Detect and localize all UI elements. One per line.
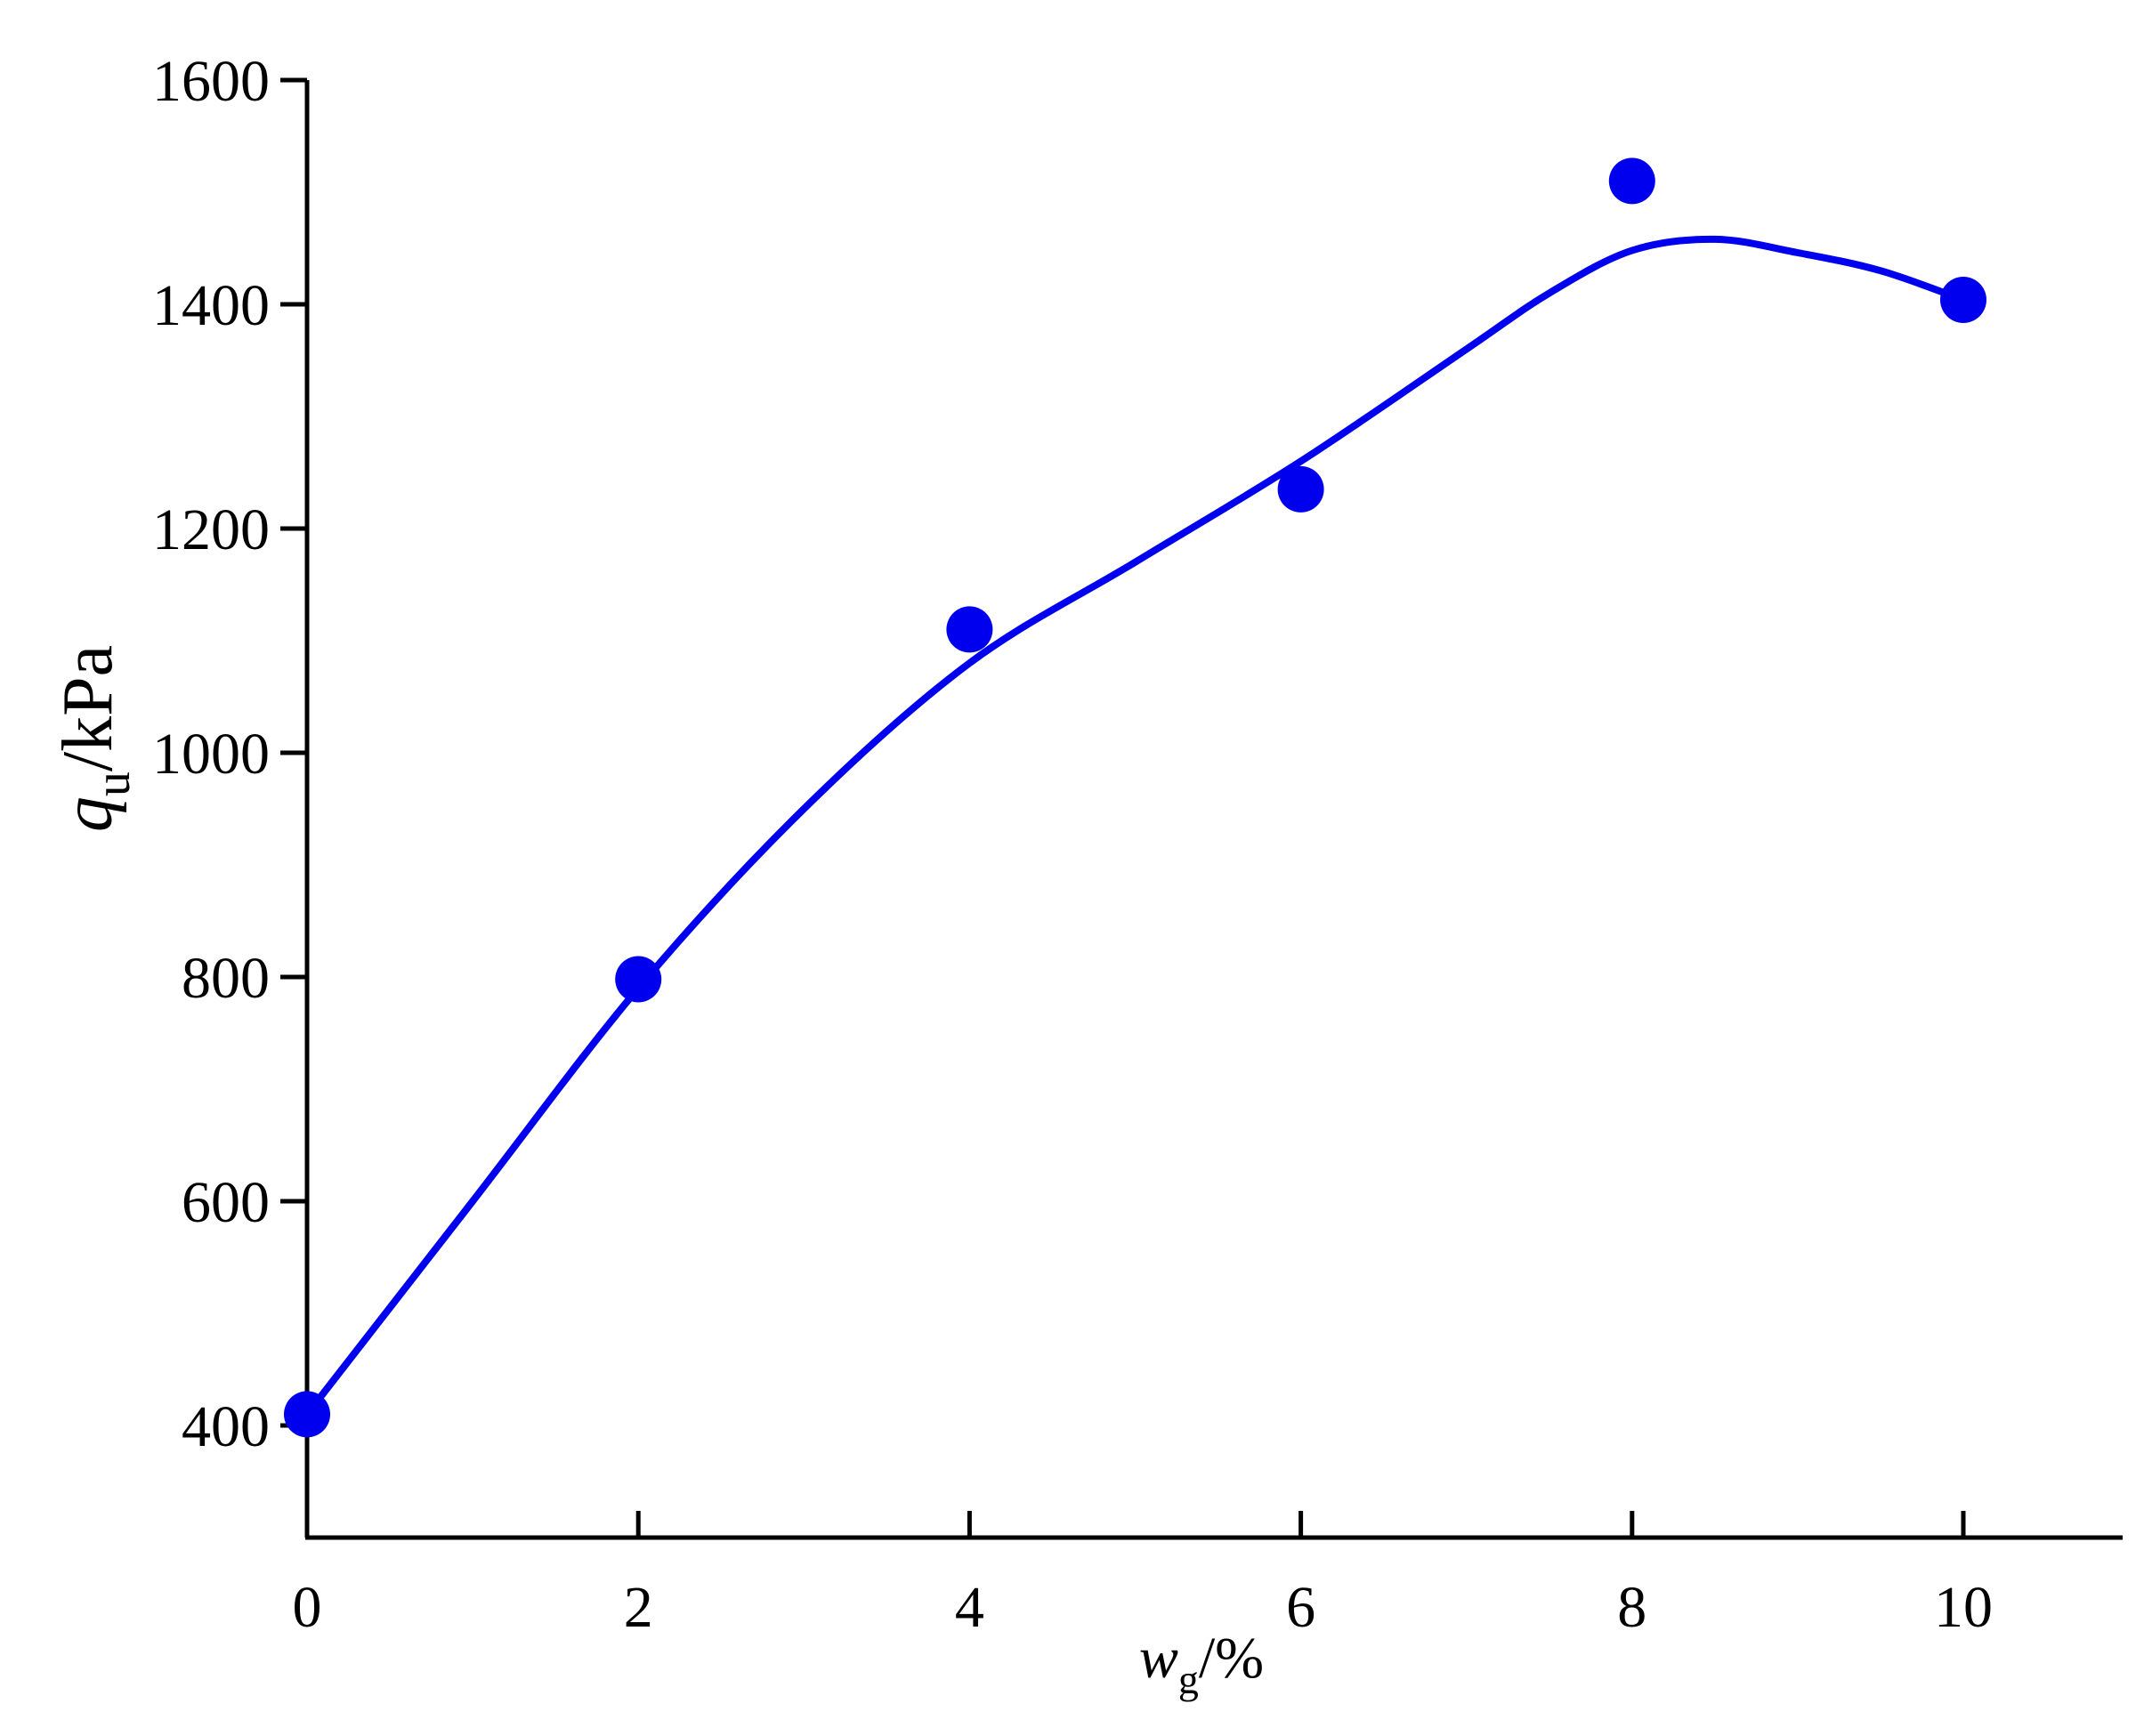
x-tick-label: 8	[1617, 1575, 1646, 1640]
data-point	[1277, 465, 1324, 513]
y-axis-ticks: 400 600 800 1000 1200 1400 1600	[152, 49, 307, 1459]
data-point	[946, 606, 993, 653]
axes	[304, 80, 2123, 1540]
y-tick-label: 1400	[152, 273, 270, 338]
x-axis-title: wg/%	[1139, 1626, 1264, 1702]
x-axis-symbol: w	[1139, 1626, 1178, 1691]
y-tick-label: 400	[182, 1394, 270, 1459]
y-tick-label: 1000	[152, 722, 270, 787]
y-axis-unit: /kPa	[49, 645, 127, 771]
x-tick-label: 6	[1286, 1575, 1315, 1640]
data-point	[284, 1391, 330, 1438]
y-axis-subscript: u	[85, 771, 141, 796]
y-tick-label: 800	[182, 946, 270, 1011]
data-point	[1608, 157, 1655, 205]
x-tick-label: 0	[293, 1575, 322, 1640]
x-tick-label: 10	[1934, 1575, 1993, 1640]
x-axis-ticks: 0 2 4 6 8 10	[293, 1511, 1993, 1640]
data-series	[284, 157, 1986, 1438]
x-axis-unit: /%	[1199, 1626, 1264, 1691]
fitted-curve-line	[303, 235, 1967, 1418]
y-axis-title: qu/kPa	[49, 645, 141, 832]
y-axis-symbol: q	[49, 796, 127, 832]
x-axis-subscript: g	[1178, 1657, 1199, 1702]
data-point	[1940, 276, 1986, 323]
data-point	[615, 956, 662, 1003]
x-tick-label: 4	[955, 1575, 984, 1640]
y-tick-label: 1200	[152, 497, 270, 562]
x-tick-label: 2	[624, 1575, 653, 1640]
y-tick-label: 600	[182, 1170, 270, 1235]
y-tick-label: 1600	[152, 49, 270, 114]
